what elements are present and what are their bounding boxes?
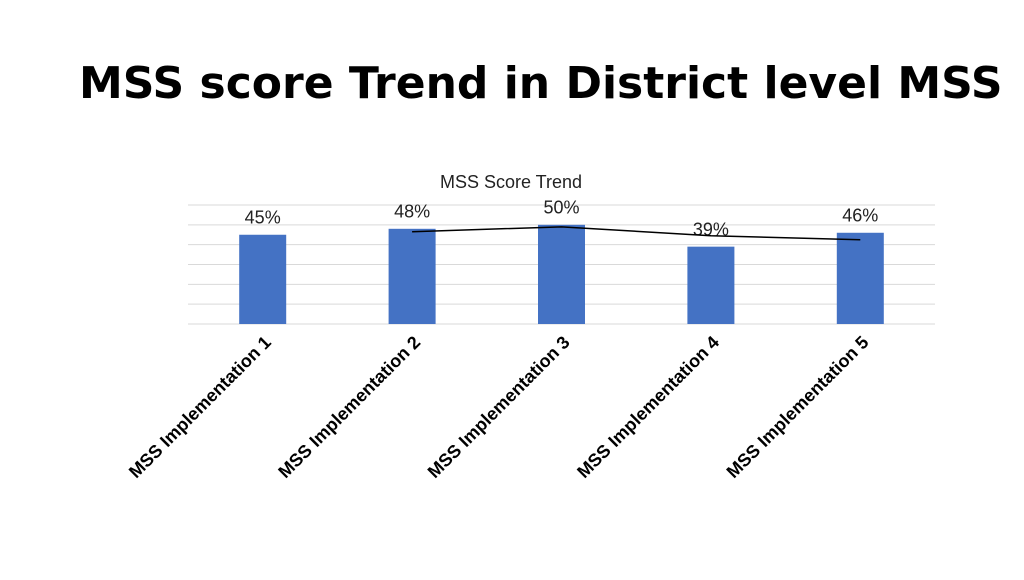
x-tick-label: MSS Implementation 5	[723, 332, 873, 482]
value-label: 46%	[842, 206, 878, 226]
x-tick-label: MSS Implementation 3	[424, 332, 574, 482]
value-label: 39%	[693, 219, 729, 239]
bar	[388, 228, 436, 324]
value-label: 48%	[394, 202, 430, 222]
value-label: 50%	[543, 198, 579, 218]
chart-title: MSS Score Trend	[440, 172, 582, 192]
bar	[687, 246, 735, 324]
bar	[239, 234, 287, 324]
x-tick-label: MSS Implementation 1	[125, 332, 275, 482]
x-tick-label: MSS Implementation 4	[573, 332, 723, 482]
slide-title: MSS score Trend in District level MSS	[79, 58, 1003, 109]
bar	[836, 232, 884, 324]
trend-line	[412, 226, 861, 241]
value-label: 45%	[245, 208, 281, 228]
bar	[538, 224, 585, 324]
x-tick-label: MSS Implementation 2	[274, 332, 424, 482]
